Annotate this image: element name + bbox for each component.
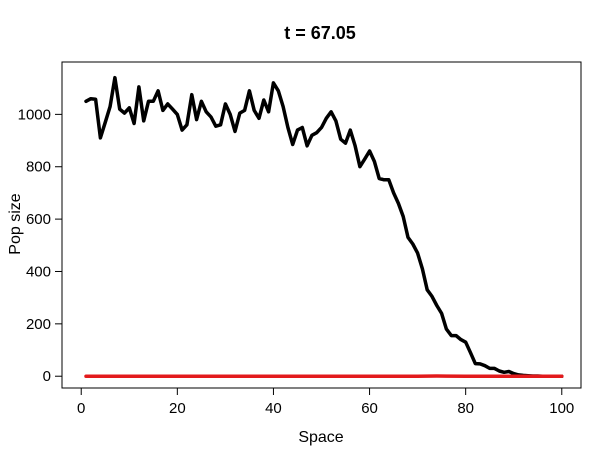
x-tick-label: 100	[549, 400, 574, 417]
y-tick-label: 0	[43, 368, 51, 385]
series-group	[84, 75, 564, 378]
series-line-1	[84, 75, 564, 378]
chart-title: t = 67.05	[284, 23, 356, 43]
y-tick-label: 600	[26, 211, 51, 228]
y-tick-label: 200	[26, 316, 51, 333]
x-tick-label: 20	[169, 400, 186, 417]
y-axis-title: Pop size	[7, 193, 24, 254]
x-axis: 0 20 40 60 80 100	[77, 388, 574, 417]
x-tick-label: 60	[361, 400, 378, 417]
y-tick-label: 800	[26, 159, 51, 176]
y-tick-label: 400	[26, 263, 51, 280]
x-tick-label: 0	[77, 400, 85, 417]
x-axis-title: Space	[298, 429, 343, 446]
x-tick-label: 80	[457, 400, 474, 417]
plot-frame	[61, 61, 582, 389]
y-tick-label: 1000	[18, 106, 51, 123]
x-tick-label: 40	[265, 400, 282, 417]
y-axis: 0 200 400 600 800 1000	[18, 106, 62, 385]
